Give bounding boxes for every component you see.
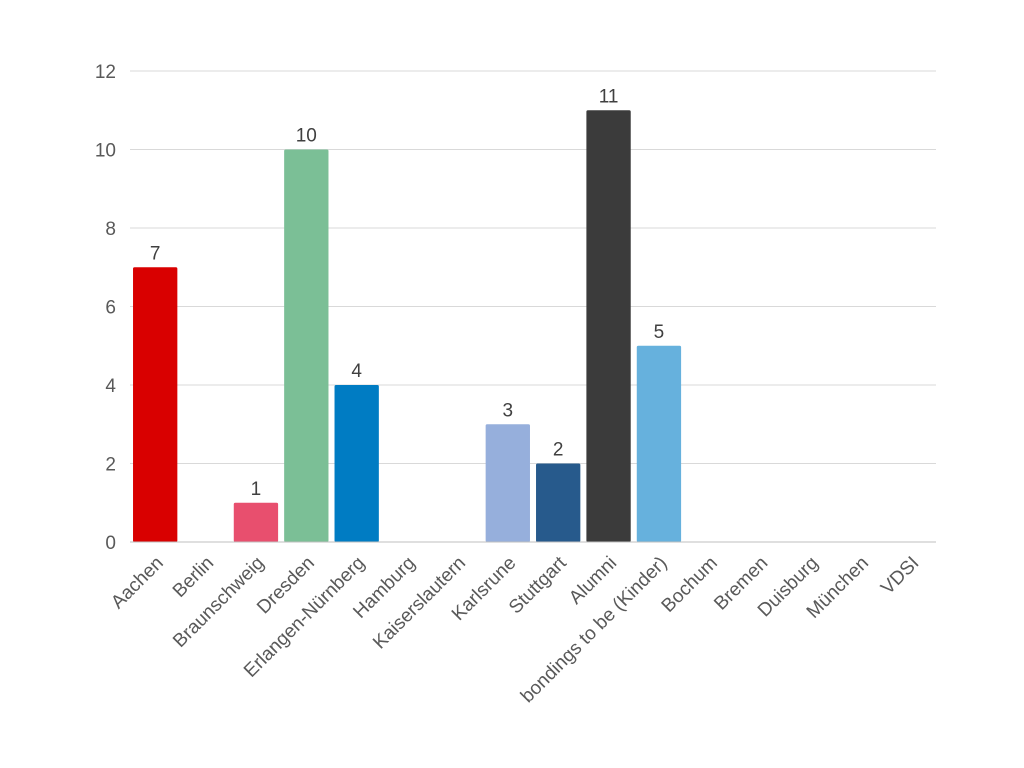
- y-tick-label: 8: [105, 219, 116, 240]
- data-label: 11: [599, 86, 619, 107]
- x-axis-ticks: Aachen BerlinBraunschweigDresdenErlangen-…: [107, 552, 923, 707]
- data-label: 10: [296, 126, 317, 147]
- x-tick-label: Aachen: [107, 553, 167, 613]
- bar: [334, 385, 379, 542]
- y-tick-label: 0: [105, 533, 116, 554]
- y-tick-label: 4: [105, 376, 116, 397]
- y-tick-label: 12: [95, 62, 116, 83]
- data-labels: 7 1 10 4 3 2 11 5: [150, 86, 664, 500]
- bar: [284, 149, 329, 542]
- y-tick-label: 6: [105, 298, 116, 319]
- gridlines: [130, 70, 936, 464]
- y-tick-label: 2: [105, 455, 116, 476]
- y-tick-label: 10: [95, 141, 116, 162]
- data-label: 5: [654, 322, 665, 343]
- bar: [636, 345, 682, 542]
- bar: [586, 110, 631, 542]
- bars: [133, 110, 682, 542]
- y-axis-ticks: 0 2 4 6 8 10 12: [95, 62, 117, 554]
- bar: [233, 502, 279, 542]
- bar: [133, 267, 178, 542]
- data-label: 2: [553, 440, 564, 461]
- data-label: 3: [503, 400, 514, 421]
- bar: [536, 463, 581, 542]
- data-label: 7: [150, 243, 161, 264]
- bar: [485, 424, 530, 542]
- data-label: 4: [351, 361, 362, 382]
- x-tick-label: VDSI: [877, 553, 923, 599]
- data-label: 1: [251, 479, 262, 500]
- x-tick-label: Bochum: [658, 553, 722, 617]
- x-tick-label: Stuttgart: [505, 552, 571, 618]
